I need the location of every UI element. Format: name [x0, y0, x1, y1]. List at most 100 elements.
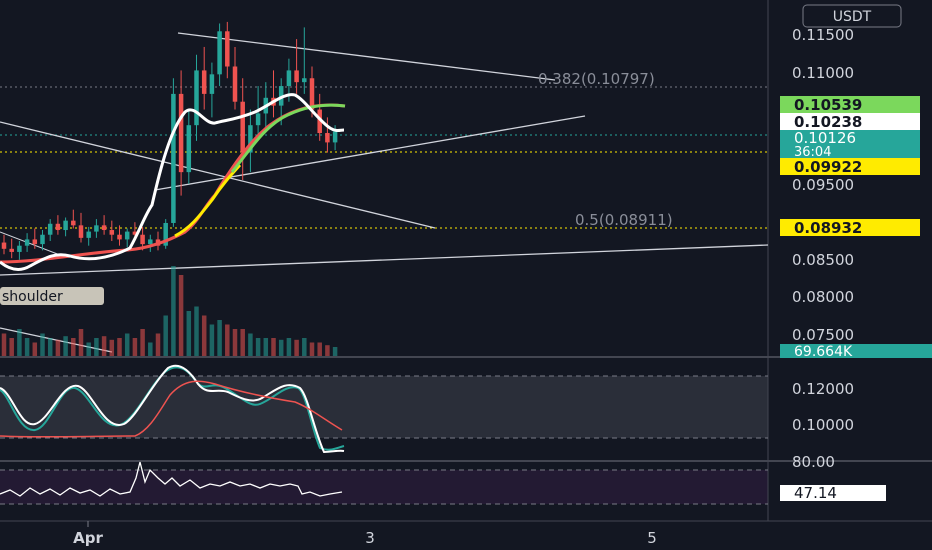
volume-bar	[178, 275, 184, 356]
candle[interactable]	[47, 223, 53, 235]
candle[interactable]	[278, 86, 284, 106]
candle[interactable]	[148, 239, 153, 245]
candle[interactable]	[302, 78, 307, 83]
volume-bar	[225, 324, 230, 356]
indicator-2-line[interactable]	[0, 461, 343, 497]
volume-bar	[117, 338, 122, 356]
candle[interactable]	[24, 239, 30, 246]
candle[interactable]	[94, 225, 99, 232]
ma-short-white[interactable]	[0, 93, 345, 271]
trendline-upper[interactable]	[177, 32, 556, 81]
price-tick-label: 0.11000	[792, 64, 854, 82]
candle[interactable]	[86, 231, 91, 238]
candle[interactable]	[194, 70, 199, 126]
price-tag-label: 0.09922	[794, 158, 862, 176]
candle[interactable]	[201, 70, 207, 94]
volume-bar	[209, 324, 215, 356]
price-tick-label: 0.08000	[792, 288, 854, 306]
volume-bar	[63, 336, 68, 356]
volume-bar	[140, 329, 145, 356]
candle[interactable]	[132, 231, 138, 235]
candle[interactable]	[32, 239, 38, 245]
currency-button[interactable]	[802, 4, 902, 28]
volume-bar	[271, 338, 276, 356]
volume-bar	[78, 329, 84, 356]
shoulder-neckline[interactable]	[0, 231, 61, 256]
price-tag-ma-white	[780, 113, 920, 130]
candle[interactable]	[140, 234, 145, 245]
candle[interactable]	[255, 113, 261, 126]
volume-bar	[40, 333, 45, 356]
price-axis[interactable]: 0.11500 0.11000 0.09500 0.08500 0.08000 …	[792, 26, 854, 471]
shoulder-label: shoulder	[2, 289, 63, 305]
time-tick-label: Apr	[73, 529, 103, 547]
price-tag-label: 0.08932	[794, 219, 862, 237]
volume-bar	[217, 320, 222, 356]
candle[interactable]	[209, 74, 215, 94]
price-tick-label: 0.08500	[792, 251, 854, 269]
candle[interactable]	[317, 109, 322, 134]
indicator-2-tick-label: 80.00	[792, 453, 835, 471]
candle[interactable]	[178, 93, 184, 173]
trendline-lower[interactable]	[0, 244, 769, 276]
candle[interactable]	[171, 93, 176, 223]
volume-bar	[163, 315, 168, 356]
volume-bar	[55, 339, 61, 356]
candle[interactable]	[217, 31, 222, 75]
candle[interactable]	[240, 101, 245, 153]
candle[interactable]	[101, 225, 107, 231]
candle[interactable]	[163, 222, 168, 246]
volume-bar	[24, 338, 30, 356]
volume-bar	[86, 342, 91, 356]
shoulder-label-box[interactable]	[0, 287, 104, 305]
volume-bar	[325, 345, 330, 356]
candle[interactable]	[63, 220, 68, 231]
candle[interactable]	[55, 223, 61, 231]
candle[interactable]	[286, 70, 292, 87]
candle[interactable]	[294, 70, 299, 83]
volume-bar	[124, 333, 130, 356]
volume-bar	[1, 333, 7, 356]
candle[interactable]	[78, 225, 84, 238]
indicator-2-band	[0, 470, 768, 504]
candle[interactable]	[124, 231, 130, 240]
volume-bar	[263, 338, 269, 356]
indicator-1-line-red[interactable]	[0, 380, 343, 438]
volume-bar	[17, 329, 22, 356]
candle[interactable]	[248, 125, 253, 153]
time-tick-label: 5	[647, 529, 657, 547]
candle[interactable]	[325, 133, 330, 143]
price-tick-label: 0.07500	[792, 326, 854, 344]
candle[interactable]	[17, 245, 22, 252]
candle[interactable]	[1, 242, 7, 249]
candle[interactable]	[225, 31, 230, 67]
indicator-2-value-tag	[780, 485, 886, 501]
indicator-1-tick-label: 0.12000	[792, 380, 854, 398]
volume-bar	[109, 339, 115, 356]
volume-bar	[332, 347, 338, 356]
volume-bar	[47, 338, 53, 356]
candle[interactable]	[71, 220, 76, 226]
volume-bar	[240, 329, 245, 356]
candle[interactable]	[309, 78, 315, 110]
price-tag-label: 0.10126	[794, 129, 856, 147]
ma-long-green-segment	[230, 103, 346, 173]
candle[interactable]	[40, 234, 45, 245]
volume-bar	[9, 338, 14, 356]
candle[interactable]	[117, 234, 122, 240]
volume-bar	[309, 342, 315, 356]
candle-countdown: 36:04	[794, 145, 831, 160]
volume-tag	[780, 344, 932, 358]
candle[interactable]	[232, 66, 238, 102]
candle[interactable]	[332, 131, 338, 143]
candle[interactable]	[186, 125, 192, 173]
candle[interactable]	[9, 248, 14, 252]
volume-bar	[302, 338, 307, 356]
volume-bar	[148, 342, 153, 356]
trendline-descending[interactable]	[0, 121, 436, 229]
volume-bar	[278, 339, 284, 356]
volume-bars	[1, 266, 338, 356]
candle[interactable]	[109, 230, 115, 235]
volume-bar	[232, 329, 238, 356]
